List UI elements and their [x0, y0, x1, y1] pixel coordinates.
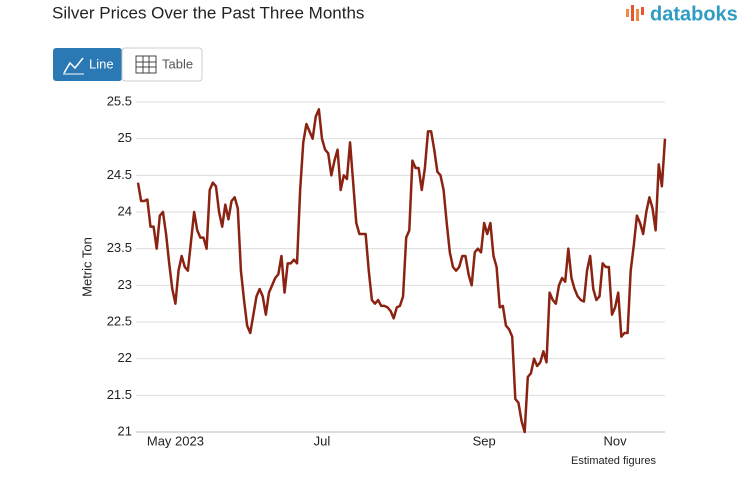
chart-title: Silver Prices Over the Past Three Months	[52, 3, 364, 22]
y-tick-label: 25.5	[107, 93, 132, 108]
y-tick-label: 23.5	[107, 240, 132, 255]
y-tick-label: 25	[118, 130, 132, 145]
tab-label: Line	[89, 56, 114, 71]
logo: databoks	[626, 3, 738, 25]
tab-label: Table	[162, 56, 193, 71]
y-tick-label: 22	[118, 350, 132, 365]
y-tick-label: 21.5	[107, 387, 132, 402]
tab-line[interactable]: Line	[53, 48, 122, 81]
y-tick-label: 23	[118, 277, 132, 292]
line-series	[136, 108, 667, 434]
y-tick-label: 24.5	[107, 167, 132, 182]
y-tick-label: 24	[118, 203, 132, 218]
x-tick-label: Sep	[473, 433, 496, 448]
logo-text: databoks	[650, 3, 738, 25]
y-axis-label: Metric Ton	[79, 237, 94, 297]
y-tick-label: 22.5	[107, 313, 132, 328]
y-tick-label: 21	[118, 423, 132, 438]
tab-table[interactable]: Table	[121, 47, 203, 82]
x-tick-label: Jul	[314, 433, 331, 448]
note: Estimated figures	[571, 455, 656, 467]
x-tick-label: Nov	[604, 433, 628, 448]
x-tick-label: May 2023	[147, 433, 204, 448]
